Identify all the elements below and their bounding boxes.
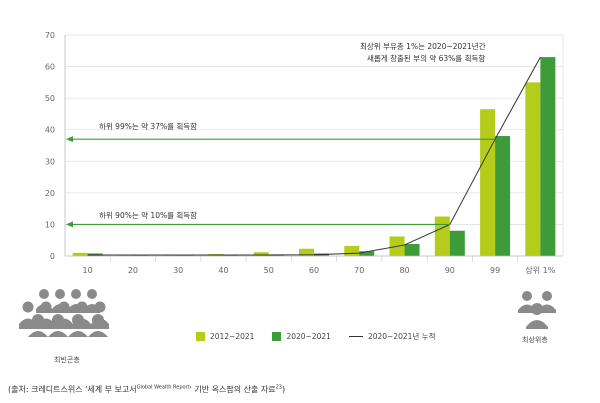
bar-s2-7 xyxy=(404,244,420,256)
ytick-label-10: 10 xyxy=(45,220,55,229)
xtick-label-7: 80 xyxy=(399,266,409,275)
annotations: 최상위 부유층 1%는 2020~2021년간 새롭게 창출된 부의 약 63%… xyxy=(99,41,486,220)
bar-s2-10 xyxy=(540,57,556,256)
legend-swatch-2 xyxy=(272,332,282,341)
legend-swatch-3 xyxy=(348,336,363,337)
source-close: ) xyxy=(281,385,286,394)
legend-label-2: 2020~2021 xyxy=(286,332,331,341)
axes: 0 10 20 30 40 50 60 70 10 20 30 40 50 60 70 80 90 99 상위 1% xyxy=(45,31,564,275)
xtick-label-6: 70 xyxy=(354,266,364,275)
bar-s2-6 xyxy=(359,251,375,256)
xtick-label-9: 99 xyxy=(490,266,500,275)
source-caption: (출처: 크레디트스위스 '세계 부 보고서Global Wealth Repo… xyxy=(8,384,285,395)
legend-item-2: 2020~2021 xyxy=(272,332,331,341)
source-suffix: ' 기반 옥스팜의 산출 자료 xyxy=(189,385,276,394)
legend-swatch-1 xyxy=(196,332,205,341)
annotation-bottom99: 하위 99%는 약 37%를 획득함 xyxy=(99,121,197,131)
legend-item-3: 2020~2021년 누적 xyxy=(348,331,436,342)
xtick-label-1: 20 xyxy=(128,266,138,275)
richest-people-icon xyxy=(518,291,556,329)
legend-label-3: 2020~2021년 누적 xyxy=(367,332,436,341)
xtick-label-10: 상위 1% xyxy=(525,265,555,275)
ytick-label-40: 40 xyxy=(45,126,55,135)
bar-s2-9 xyxy=(495,136,511,256)
xtick-label-2: 30 xyxy=(173,266,183,275)
cumulative-line xyxy=(87,56,541,256)
legend: 2012~2021 2020~2021 2020~2021년 누적 xyxy=(196,331,435,342)
xtick-label-5: 60 xyxy=(309,266,319,275)
richest-label: 최상위층 xyxy=(522,336,548,344)
ytick-label-50: 50 xyxy=(45,94,55,103)
source-sup: Global Wealth Report xyxy=(136,384,190,391)
xtick-label-0: 10 xyxy=(83,266,93,275)
legend-item-1: 2012~2021 xyxy=(196,332,254,341)
bar-s1-10 xyxy=(525,82,541,256)
source-prefix: (출처: 크레디트스위스 '세계 부 보고서 xyxy=(8,385,137,394)
xtick-label-4: 50 xyxy=(264,266,274,275)
bar-s1-6 xyxy=(344,245,360,256)
legend-label-1: 2012~2021 xyxy=(210,332,255,341)
arrow-head-10 xyxy=(66,221,73,228)
poorest-people-icon xyxy=(19,289,109,337)
ytick-label-70: 70 xyxy=(45,31,55,40)
chart: 0 10 20 30 40 50 60 70 10 20 30 40 50 60 70 80 90 99 상위 1%… xyxy=(45,31,564,275)
xtick-label-8: 90 xyxy=(445,266,455,275)
bar-s2-8 xyxy=(449,230,465,256)
bar-s1-0 xyxy=(72,252,88,256)
bar-s1-4 xyxy=(253,252,269,256)
xtick-label-3: 40 xyxy=(218,266,228,275)
arrows xyxy=(66,136,496,228)
ytick-label-20: 20 xyxy=(45,189,55,198)
ytick-label-0: 0 xyxy=(50,252,55,261)
annotation-bottom90: 하위 90%는 약 10%를 획득함 xyxy=(99,210,197,220)
annotation-top-2: 새롭게 창출된 부의 약 63%를 획득함 xyxy=(367,53,485,63)
arrow-head-37 xyxy=(66,136,73,143)
source-footnote: 23 xyxy=(275,384,282,391)
bar-s1-9 xyxy=(480,109,496,256)
ytick-label-60: 60 xyxy=(45,63,55,72)
poorest-label: 최빈곤층 xyxy=(54,356,80,364)
ytick-label-30: 30 xyxy=(45,157,55,166)
annotation-top-1: 최상위 부유층 1%는 2020~2021년간 xyxy=(360,41,486,51)
cumulative-line-path xyxy=(87,56,541,256)
bars xyxy=(72,57,556,256)
bar-s1-5 xyxy=(299,248,314,256)
bar-s1-8 xyxy=(434,216,450,256)
